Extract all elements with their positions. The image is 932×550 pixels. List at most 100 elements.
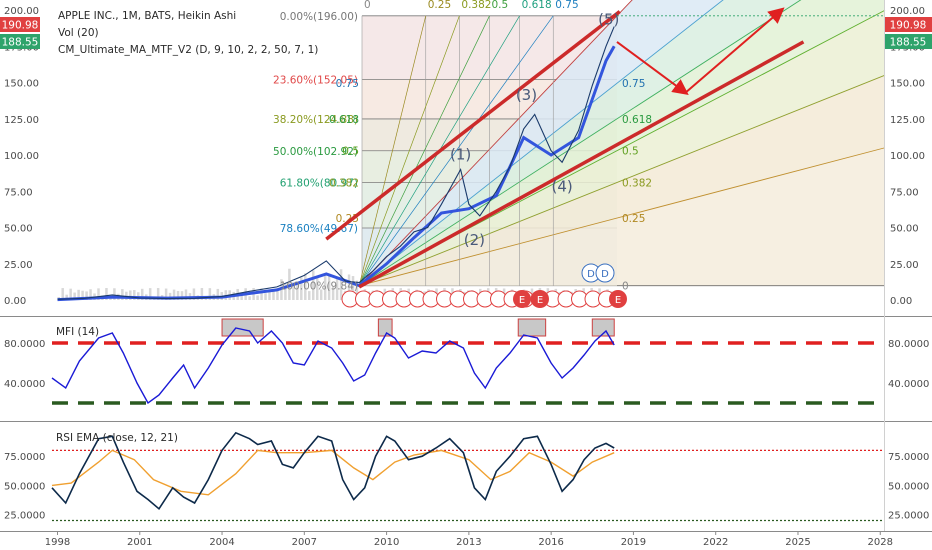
volume-bar	[77, 289, 80, 300]
volume-bar	[168, 292, 172, 300]
price-y-tick-left: 100.00	[4, 151, 39, 162]
x-axis-tick: 2001	[127, 537, 152, 548]
price-line	[57, 26, 615, 300]
price-y-tick-left: 200.00	[4, 6, 39, 17]
volume-bar	[121, 289, 124, 300]
x-axis-tick: 2007	[292, 537, 317, 548]
rsi-y-tick-left: 25.0000	[4, 511, 45, 522]
mfi-y-tick-right: 80.0000	[888, 339, 929, 350]
volume-bar	[164, 288, 168, 300]
volume-bar	[256, 295, 259, 300]
elliott-wave-label: (2)	[464, 231, 485, 249]
rsi-y-tick-left: 50.0000	[4, 481, 45, 492]
volume-bar	[184, 289, 188, 300]
price-y-tick-right: 50.00	[890, 224, 919, 235]
dividend-marker	[595, 263, 615, 283]
price-y-tick-right: 0.00	[890, 296, 912, 307]
rsi-y-tick-left: 75.0000	[4, 452, 45, 463]
rsi-y-tick-right: 75.0000	[888, 452, 929, 463]
volume-bar	[192, 288, 196, 300]
volume-bar	[65, 294, 68, 300]
fan-right-label: 0.5	[622, 146, 639, 158]
fan-top-label: 0.382	[461, 0, 491, 11]
mfi-highlight-box	[377, 318, 393, 337]
x-axis-tick: 2013	[456, 537, 481, 548]
channel-upper-line	[325, 10, 621, 241]
volume-bar	[240, 294, 243, 300]
fan-left-label: 0.75	[336, 78, 359, 90]
channel-lower-line	[358, 40, 805, 289]
volume-bar	[264, 293, 267, 300]
volume-bar	[61, 288, 64, 300]
price-y-tick-left: 0.00	[4, 296, 26, 307]
price-badge-lower-left-text: 188.55	[2, 37, 39, 49]
chart-title: APPLE INC., 1M, BATS, Heikin Ashi	[58, 10, 236, 22]
volume-bar	[140, 288, 144, 300]
x-axis-tick: 2010	[374, 537, 399, 548]
fib-level-label: 100.00%(9.84)	[280, 281, 358, 293]
fib-level-label: 61.80%(80.97)	[280, 178, 358, 190]
price-y-tick-right: 100.00	[890, 151, 925, 162]
volume-bar	[311, 270, 315, 300]
price-y-tick-right: 150.00	[890, 79, 925, 90]
fan-left-label: 0.618	[329, 114, 359, 126]
volume-bar	[156, 288, 160, 300]
fan-line	[359, 74, 886, 287]
volume-bar	[129, 290, 132, 300]
volume-bar	[180, 291, 184, 300]
elliott-wave-label: (4)	[551, 177, 572, 195]
fan-line	[358, 0, 802, 287]
elliott-wave-label: (5)	[598, 11, 619, 29]
fib-level-label: 50.00%(102.92)	[273, 146, 358, 158]
volume-bar	[216, 288, 220, 300]
mfi-y-tick-right: 40.0000	[888, 379, 929, 390]
volume-bar	[304, 273, 307, 300]
price-y-tick-left: 50.00	[4, 224, 33, 235]
fan-line-upper	[358, 15, 490, 286]
price-y-tick-right: 200.00	[890, 6, 925, 17]
volume-bar	[315, 275, 319, 300]
volume-bar	[260, 288, 263, 300]
fan-right-label: 0	[622, 281, 629, 293]
volume-bar	[176, 290, 180, 300]
earnings-marker-highlight	[513, 290, 531, 308]
fan-top-label: 0.5	[492, 0, 509, 11]
rsi-y-tick-right: 50.0000	[888, 481, 929, 492]
fan-top-label: 0.618	[522, 0, 552, 11]
rsi-y-tick-right: 25.0000	[888, 511, 929, 522]
fib-level-label: 23.60%(152.05)	[273, 75, 358, 87]
x-axis-tick: 2004	[209, 537, 234, 548]
fan-right-label: 0.382	[622, 177, 652, 189]
rsi-panel-title: RSI EMA (close, 12, 21)	[56, 432, 178, 444]
volume-bar	[97, 288, 100, 300]
mfi-panel-title: MFI (14)	[56, 326, 99, 338]
x-axis-tick: 2019	[621, 537, 646, 548]
fib-level-label: 78.60%(49.67)	[280, 223, 358, 235]
rsi-ema-line	[51, 449, 615, 496]
volume-bar	[272, 291, 275, 300]
price-y-tick-right: 25.00	[890, 260, 919, 271]
fan-line-upper	[358, 15, 460, 286]
volume-bar	[319, 289, 323, 300]
volume-bar	[208, 288, 212, 300]
fib-level-label: 38.20%(124.88)	[273, 114, 358, 126]
volume-bar	[81, 290, 84, 300]
price-badge-upper-left	[0, 17, 40, 32]
volume-bar	[284, 284, 287, 300]
price-y-tick-left: 75.00	[4, 187, 33, 198]
volume-bar	[351, 276, 355, 300]
dividend-marker-text: D	[601, 269, 609, 280]
volume-bar	[172, 289, 176, 300]
mfi-panel[interactable]	[0, 317, 932, 421]
rsi-panel[interactable]	[0, 422, 932, 532]
mfi-y-tick-left: 40.0000	[4, 379, 45, 390]
volume-bar	[276, 290, 279, 300]
fan-top-label: 0.25	[428, 0, 451, 11]
mfi-highlight-box	[591, 318, 615, 337]
price-badge-lower	[885, 34, 932, 49]
earnings-marker-highlight	[609, 290, 627, 308]
price-badge-upper	[885, 17, 932, 32]
volume-bar	[268, 289, 271, 300]
volume-bar	[339, 269, 343, 300]
